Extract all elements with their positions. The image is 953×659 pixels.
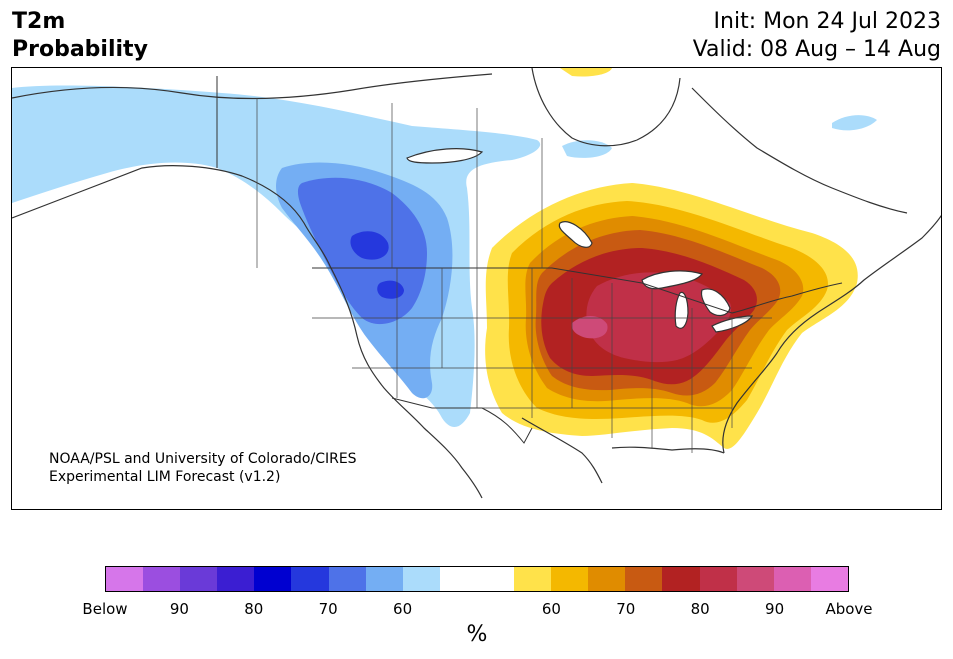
forecast-dates: Init: Mon 24 Jul 2023 Valid: 08 Aug – 14… <box>693 8 941 64</box>
colorbar-segment <box>514 567 552 591</box>
credit-line1: NOAA/PSL and University of Colorado/CIRE… <box>49 451 357 467</box>
above-60-region-north <box>560 68 612 77</box>
below-normal-shading <box>12 85 877 428</box>
init-date: Init: Mon 24 Jul 2023 <box>713 9 941 34</box>
arctic-coast <box>12 73 493 100</box>
colorbar-segment <box>365 567 403 591</box>
colorbar-unit: % <box>466 622 488 647</box>
below-60-region-labrador <box>562 140 612 158</box>
credit-line2: Experimental LIM Forecast (v1.2) <box>49 469 281 485</box>
colorbar-segment <box>551 567 589 591</box>
above-120-region <box>571 315 608 339</box>
colorbar-segment <box>439 567 477 591</box>
above-normal-shading <box>485 68 858 449</box>
lake-winnipeg <box>558 221 593 248</box>
hudson-bay <box>531 68 681 147</box>
state-line-b <box>312 317 772 409</box>
colorbar <box>105 566 849 592</box>
title-variable: T2m <box>12 9 66 34</box>
colorbar-tick-label: 80 <box>244 600 264 618</box>
above-110-region <box>586 272 732 363</box>
colorbar-segment <box>180 567 218 591</box>
colorbar-tick-label: Below <box>82 600 128 618</box>
map-title: T2m Probability <box>12 8 148 64</box>
map-boundaries <box>12 68 941 499</box>
below-60-region-baffin <box>832 115 877 131</box>
hudson-inlet <box>406 148 484 164</box>
colorbar-tick-label: 90 <box>169 600 189 618</box>
colorbar-segment <box>291 567 329 591</box>
map-panel <box>11 67 942 510</box>
colorbar-segment <box>106 567 144 591</box>
colorbar-segment <box>773 567 811 591</box>
colorbar-tick-label: 80 <box>690 600 710 618</box>
labrador-coast <box>691 87 908 214</box>
title-quantity: Probability <box>12 37 148 62</box>
great-lakes <box>406 148 754 333</box>
colorbar-tick-label: 60 <box>393 600 413 618</box>
colorbar-segment <box>810 567 848 591</box>
colorbar-segment <box>217 567 255 591</box>
north-america-map <box>12 68 941 509</box>
pacific-coast <box>12 165 483 499</box>
lake-michigan <box>674 291 689 329</box>
colorbar-segment <box>476 567 515 591</box>
colorbar-segment <box>625 567 663 591</box>
colorbar-tick-label: 70 <box>318 600 338 618</box>
lake-huron <box>700 288 731 317</box>
province-lines <box>256 98 543 268</box>
colorbar-tick-label: Above <box>825 600 873 618</box>
colorbar-segment <box>699 567 737 591</box>
colorbar-segment <box>143 567 181 591</box>
colorbar-tick-label: 90 <box>765 600 785 618</box>
colorbar-segment <box>254 567 292 591</box>
colorbar-segment <box>402 567 440 591</box>
us-canada-border <box>312 267 843 314</box>
lake-superior <box>641 270 703 290</box>
colorbar-segment <box>662 567 700 591</box>
below-90-region <box>350 231 389 260</box>
atlantic-coast <box>722 214 941 454</box>
valid-range: Valid: 08 Aug – 14 Aug <box>692 37 941 62</box>
credit-text: NOAA/PSL and University of Colorado/CIRE… <box>49 450 357 486</box>
state-lines <box>256 98 772 453</box>
colorbar-tick-label: 70 <box>616 600 636 618</box>
colorbar-segment <box>588 567 626 591</box>
colorbar-segment <box>328 567 366 591</box>
colorbar-segment <box>736 567 774 591</box>
colorbar-tick-label: 60 <box>541 600 561 618</box>
gulf-coast <box>521 417 725 484</box>
